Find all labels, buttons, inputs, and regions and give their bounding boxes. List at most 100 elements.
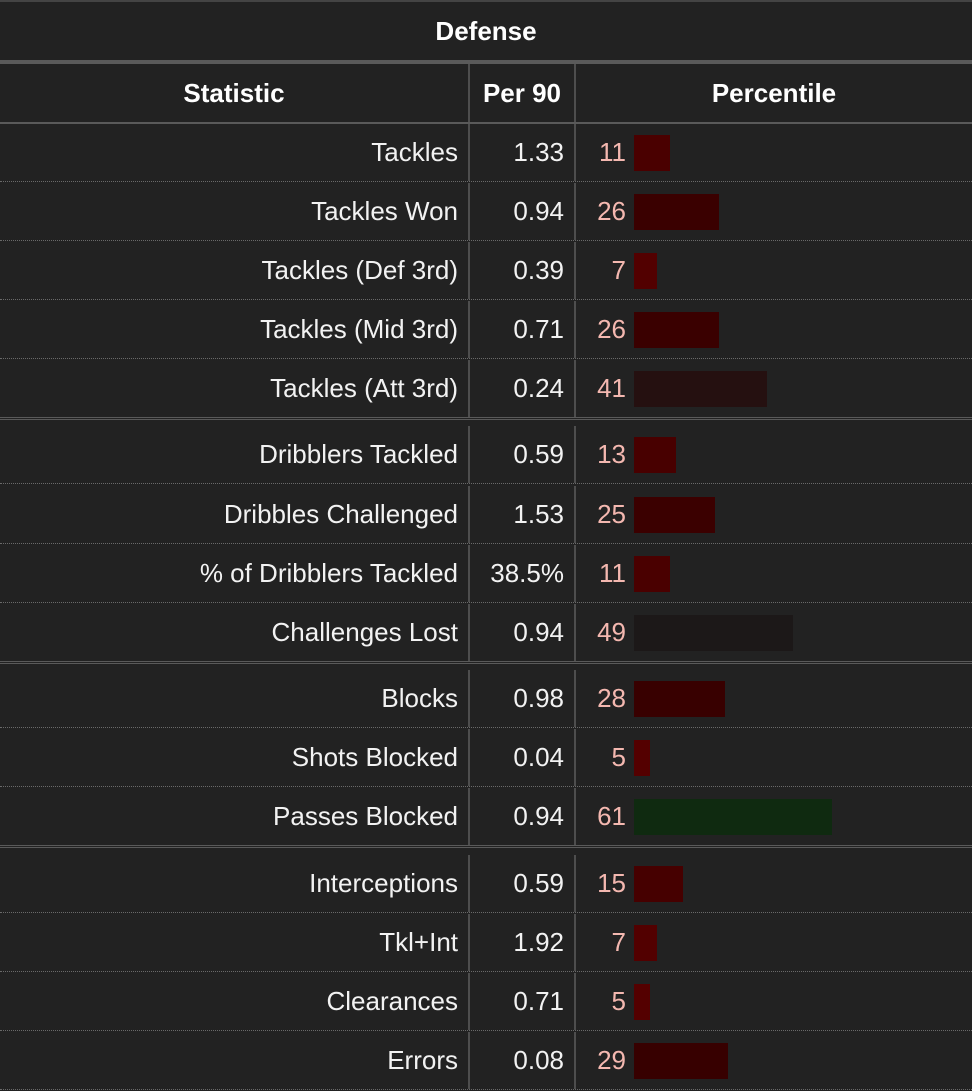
top-border [0,0,972,2]
percentile-value: 7 [611,927,626,957]
per90-cell: 0.59 [470,855,576,912]
per90-cell: 0.39 [470,242,576,299]
per90-cell: 0.24 [470,360,576,417]
table-row: Tackles (Att 3rd) 0.24 41 [0,360,972,420]
per90-cell: 0.94 [470,604,576,661]
table-row: Tkl+Int 1.92 7 [0,914,972,972]
percentile-bar [634,555,670,592]
percentile-bar [634,1042,728,1079]
table-row: Challenges Lost 0.94 49 [0,604,972,664]
table-row: Clearances 0.71 5 [0,973,972,1031]
per90-cell: 1.53 [470,486,576,543]
table-title: Defense [435,15,537,46]
column-header-statistic[interactable]: Statistic [0,64,470,122]
statistic-cell: Blocks [0,670,470,727]
per90-cell: 0.08 [470,1032,576,1089]
percentile-value: 15 [597,868,626,898]
percentile-cell: 26 [576,183,972,240]
percentile-bar [634,311,719,348]
statistic-cell: Interceptions [0,855,470,912]
table-row: Interceptions 0.59 15 [0,855,972,913]
table-row: Dribbles Challenged 1.53 25 [0,486,972,544]
percentile-value: 11 [599,137,626,167]
statistic-cell: Dribblers Tackled [0,426,470,483]
per90-cell: 1.33 [470,124,576,181]
percentile-value: 26 [597,196,626,226]
statistic-cell: Shots Blocked [0,729,470,786]
table-row: Errors 0.08 29 [0,1032,972,1090]
percentile-bar [634,924,657,961]
statistic-cell: Tackles (Def 3rd) [0,242,470,299]
percentile-cell: 13 [576,426,972,483]
percentile-cell: 7 [576,914,972,971]
percentile-value: 11 [599,558,626,588]
percentile-bar [634,193,719,230]
percentile-cell: 11 [576,124,972,181]
percentile-value: 29 [597,1045,626,1075]
percentile-bar [634,614,793,651]
percentile-cell: 15 [576,855,972,912]
statistic-cell: Tackles (Mid 3rd) [0,301,470,358]
percentile-cell: 41 [576,360,972,417]
per90-cell: 0.71 [470,301,576,358]
per90-cell: 0.59 [470,426,576,483]
column-header-percentile[interactable]: Percentile [711,77,837,108]
table-row: Dribblers Tackled 0.59 13 [0,426,972,484]
percentile-cell: 7 [576,242,972,299]
percentile-value: 41 [597,373,626,403]
per90-cell: 1.92 [470,914,576,971]
per90-cell: 0.71 [470,973,576,1030]
table-row: Shots Blocked 0.04 5 [0,729,972,787]
table-row: Tackles (Def 3rd) 0.39 7 [0,242,972,300]
table-row: Blocks 0.98 28 [0,670,972,728]
table-row: Tackles Won 0.94 26 [0,183,972,241]
per90-cell: 0.94 [470,788,576,845]
table-row: Passes Blocked 0.94 61 [0,788,972,848]
statistic-cell: Tackles Won [0,183,470,240]
percentile-bar [634,983,650,1020]
table-row: % of Dribblers Tackled 38.5% 11 [0,545,972,603]
percentile-value: 25 [597,499,626,529]
percentile-bar [634,436,676,473]
percentile-bar [634,798,832,835]
percentile-bar [634,134,670,171]
per90-cell: 0.98 [470,670,576,727]
percentile-cell: 26 [576,301,972,358]
statistic-cell: Passes Blocked [0,788,470,845]
percentile-cell: 25 [576,486,972,543]
percentile-cell: 5 [576,973,972,1030]
percentile-bar [634,739,650,776]
statistic-cell: % of Dribblers Tackled [0,545,470,602]
percentile-value: 61 [597,801,626,831]
statistic-cell: Challenges Lost [0,604,470,661]
percentile-cell: 5 [576,729,972,786]
percentile-value: 5 [611,742,626,772]
title-divider [0,60,972,64]
statistic-cell: Dribbles Challenged [0,486,470,543]
percentile-value: 49 [597,617,626,647]
percentile-bar [634,370,767,407]
statistic-cell: Tackles (Att 3rd) [0,360,470,417]
percentile-bar [634,680,725,717]
statistic-cell: Clearances [0,973,470,1030]
percentile-value: 13 [597,439,626,469]
percentile-bar [634,496,715,533]
statistic-cell: Tackles [0,124,470,181]
percentile-value: 28 [597,683,626,713]
percentile-value: 5 [611,986,626,1016]
table-row: Tackles 1.33 11 [0,124,972,182]
column-header-per90[interactable]: Per 90 [470,64,576,122]
percentile-cell: 49 [576,604,972,661]
table-row: Tackles (Mid 3rd) 0.71 26 [0,301,972,359]
per90-cell: 0.04 [470,729,576,786]
percentile-cell: 29 [576,1032,972,1089]
statistic-cell: Tkl+Int [0,914,470,971]
percentile-cell: 61 [576,788,972,845]
percentile-bar [634,252,657,289]
percentile-value: 26 [597,314,626,344]
per90-cell: 38.5% [470,545,576,602]
percentile-cell: 11 [576,545,972,602]
statistic-cell: Errors [0,1032,470,1089]
percentile-cell: 28 [576,670,972,727]
per90-cell: 0.94 [470,183,576,240]
